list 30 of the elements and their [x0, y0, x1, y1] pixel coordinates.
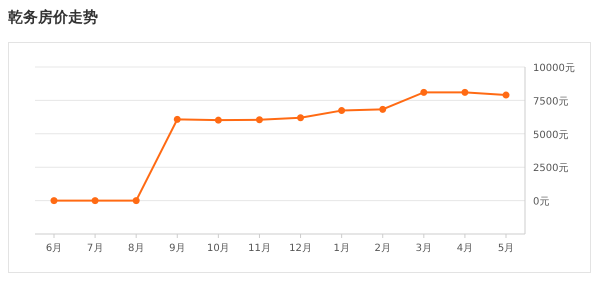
point: [174, 116, 181, 123]
x-tick-label: 12月: [289, 243, 312, 254]
x-tick-label: 7月: [86, 243, 104, 254]
point: [502, 92, 510, 99]
y-tick-label: 7500元: [533, 96, 568, 108]
y-tick-label: 10000元: [533, 63, 575, 74]
x-tick-label: 2月: [374, 243, 391, 254]
point: [132, 197, 140, 204]
x-tick-label: 9月: [169, 243, 186, 254]
x-tick-label: 5月: [498, 243, 514, 254]
x-tick-label: 6月: [46, 243, 62, 254]
point: [420, 88, 428, 96]
x-tick-label: 1月: [333, 243, 350, 254]
x-tick-label: 3月: [416, 243, 432, 254]
point: [50, 197, 58, 204]
point: [379, 106, 386, 113]
point: [297, 114, 304, 122]
y-tick-label: 5000元: [533, 130, 568, 141]
y-tick-label: 2500元: [533, 163, 568, 174]
point: [338, 107, 346, 114]
point: [256, 116, 263, 124]
y-tick-label: 0元: [533, 196, 550, 208]
x-tick-label: 10月: [206, 243, 230, 254]
point: [92, 197, 99, 204]
chart-title: 乾务房价走势: [8, 8, 98, 26]
point: [214, 116, 222, 124]
x-tick-label: 8月: [128, 243, 144, 254]
point: [461, 88, 468, 96]
x-tick-label: 11月: [248, 243, 271, 254]
x-tick-label: 4月: [456, 243, 474, 254]
